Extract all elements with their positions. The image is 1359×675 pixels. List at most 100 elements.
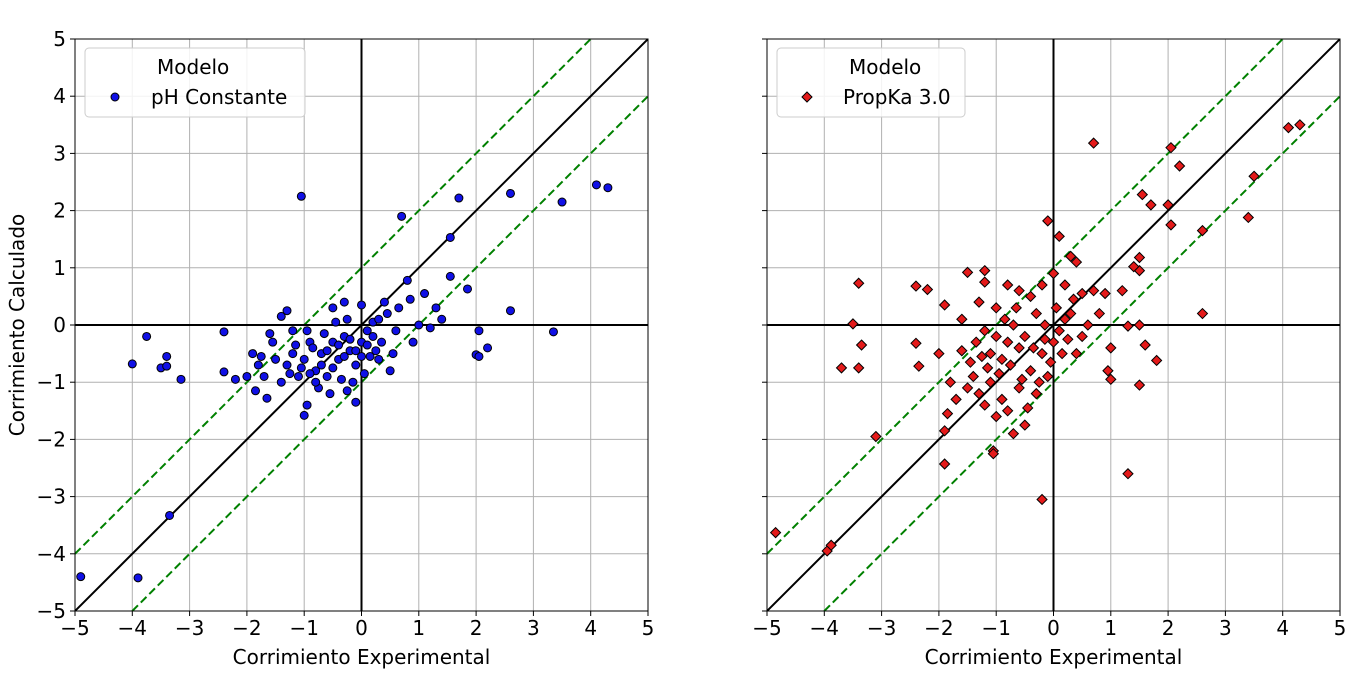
data-point [288,349,298,359]
data-point [1248,170,1260,182]
y-tick-label: 1 [53,256,66,280]
data-point [1016,373,1028,386]
y-tick-label: 5 [53,27,66,51]
data-point [956,345,968,357]
data-point [445,232,455,242]
data-point [319,329,329,339]
data-point [1001,405,1014,417]
data-point [961,266,974,279]
data-point [990,330,1002,343]
x-tick-label: 2 [1162,616,1175,640]
series-points [76,180,613,583]
data-point [1122,468,1134,480]
data-point [1042,370,1054,383]
legend-box [776,47,966,118]
data-point [328,363,338,373]
data-point [505,188,515,198]
x-tick-label: 4 [584,616,597,640]
data-point [276,377,286,387]
data-point [339,351,349,361]
data-point [1033,376,1045,388]
data-point [1133,379,1146,391]
data-point [302,326,312,336]
x-tick-label: 1 [412,616,425,640]
data-point [1076,330,1088,343]
data-point [359,369,369,379]
data-point [379,297,389,307]
data-point [1064,250,1077,263]
band-line-upper [75,39,592,555]
data-point [1067,293,1080,305]
data-point [1056,347,1068,360]
data-point [1105,373,1117,386]
data-point [342,314,352,324]
data-point [431,303,441,313]
data-point [979,399,991,411]
x-tick-label: −3 [175,616,204,640]
data-point [1102,365,1114,377]
data-point [305,369,315,379]
data-point [1013,342,1025,354]
data-point [870,430,882,443]
data-point [357,351,366,361]
data-point [973,296,985,308]
data-point [852,277,865,289]
data-point [1007,319,1020,331]
data-point [1036,279,1048,291]
data-point [133,573,143,583]
data-point [548,327,558,337]
data-point [256,351,266,361]
data-point [322,371,332,381]
data-point [973,387,985,400]
y-tick-label: −5 [37,599,66,623]
data-point [288,326,298,336]
data-point [76,572,86,582]
data-point [996,393,1008,406]
data-point [437,314,447,324]
data-point [1013,382,1025,394]
data-point [950,393,962,406]
data-point [253,360,263,370]
data-point [921,283,934,296]
band-line-upper [767,39,1284,555]
data-point [176,374,186,384]
x-tick-label: 0 [1047,616,1060,640]
data-point [368,331,378,341]
data-point [999,313,1011,325]
y-tick-label: −1 [37,370,66,394]
x-tick-label: 5 [1334,616,1347,640]
data-point [351,397,361,407]
data-point [1162,199,1174,211]
data-point [331,317,341,327]
data-point [910,337,922,350]
data-point [1122,320,1134,332]
data-point [162,351,172,361]
data-point [357,300,366,310]
data-point [1062,333,1074,346]
data-point [1001,279,1014,291]
data-point [769,526,782,539]
data-point [1059,279,1071,291]
data-point [322,346,332,356]
data-point [990,302,1002,314]
y-tick-label: 3 [53,141,66,165]
data-point [1001,336,1014,348]
data-point [362,326,372,336]
data-point [993,367,1005,380]
data-point [165,510,175,520]
data-point [248,349,258,359]
data-point [984,376,997,388]
x-tick-label: −4 [118,616,147,640]
data-point [127,359,137,369]
data-point [1047,267,1060,280]
data-point [463,284,473,294]
x-axis-label: Corrimiento Experimental [233,645,491,669]
data-point [852,362,865,374]
data-point [1196,307,1209,320]
data-point [414,320,424,330]
x-axis-label: Corrimiento Experimental [925,645,1183,669]
data-point [271,354,281,364]
data-point [1165,141,1177,154]
x-tick-label: 4 [1276,616,1289,640]
